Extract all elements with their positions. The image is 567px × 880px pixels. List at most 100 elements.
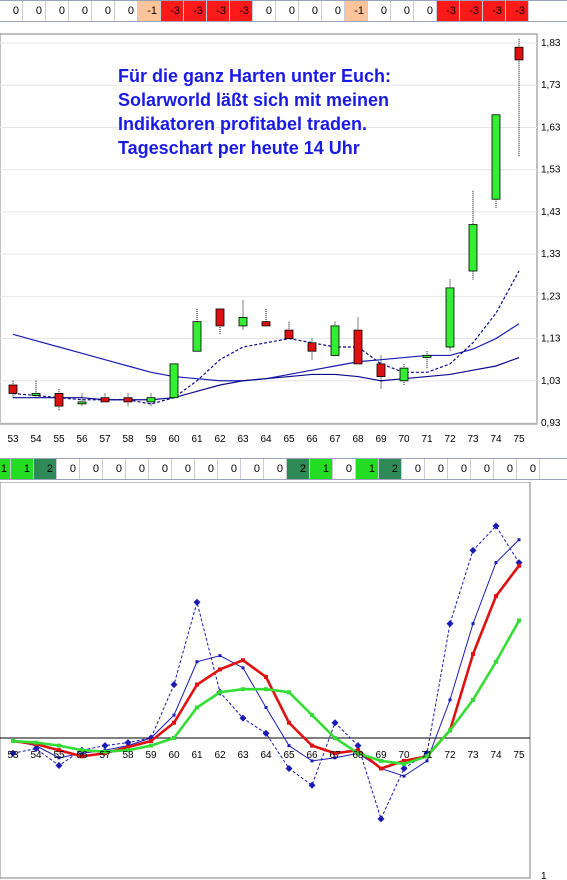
signal-cell: 0 <box>195 459 218 479</box>
data-point <box>239 714 247 722</box>
data-point <box>11 739 15 744</box>
chart-annotation: Für die ganz Harten unter Euch: Solarwor… <box>118 64 458 160</box>
data-point <box>469 546 477 554</box>
candle-body <box>422 355 432 358</box>
data-point <box>471 622 475 626</box>
candle-body <box>353 329 363 365</box>
x-tick-label: 62 <box>214 434 226 445</box>
data-point <box>287 720 291 725</box>
candle-body <box>192 321 202 352</box>
signal-cell: 0 <box>517 459 540 479</box>
candle-body <box>169 363 179 399</box>
data-point <box>241 666 245 670</box>
signal-cell: 2 <box>287 459 310 479</box>
candle-body <box>54 393 64 407</box>
data-point <box>425 754 429 759</box>
candle-body <box>284 329 294 339</box>
data-point <box>103 749 107 754</box>
x-tick-label: 55 <box>53 434 65 445</box>
x-tick-label: 54 <box>30 750 42 761</box>
signal-cell: 1 <box>0 459 11 479</box>
data-point <box>333 736 337 740</box>
data-point <box>494 561 498 565</box>
y-tick-label: 1,83 <box>541 38 561 49</box>
data-point <box>310 759 314 763</box>
data-point <box>126 745 130 750</box>
signal-cell: 0 <box>414 1 437 21</box>
x-tick-label: 62 <box>214 750 226 761</box>
data-point <box>101 742 109 750</box>
top-signal-strip: 0 0 0 0 0 0 -1 -3 -3 -3 -3 0 0 0 0 -1 0 0 0 -3 -3 -3 -3 <box>0 0 567 22</box>
gridlines <box>0 42 537 424</box>
data-point <box>264 706 268 709</box>
y-tick-label: 1,63 <box>541 122 561 133</box>
indicator-line <box>12 270 520 405</box>
data-point <box>55 761 63 769</box>
data-point <box>517 563 521 568</box>
data-point <box>379 758 383 763</box>
y-tick-labels: 0,93 1,03 1,13 1,23 1,33 1,43 1,53 1,63 1,73 1,83 <box>541 38 561 429</box>
signal-cell: 0 <box>402 459 425 479</box>
candle-body <box>77 401 87 405</box>
data-point <box>402 761 406 766</box>
candle-body <box>100 397 110 403</box>
indicator-series-line <box>11 618 521 766</box>
data-point <box>80 748 84 753</box>
candle-body <box>146 397 156 403</box>
data-point <box>57 756 61 760</box>
data-point <box>193 598 201 606</box>
data-point <box>9 749 17 757</box>
x-tick-label: 56 <box>76 750 88 761</box>
data-point <box>492 522 500 530</box>
data-point <box>402 774 406 778</box>
candle-body <box>330 325 340 356</box>
x-tick-label: 53 <box>7 750 19 761</box>
data-point <box>80 751 84 755</box>
signal-cell: 0 <box>126 459 149 479</box>
data-point <box>308 781 316 789</box>
data-point <box>80 754 84 759</box>
signal-cell: -3 <box>230 1 253 21</box>
x-tick-label: 75 <box>513 434 525 445</box>
candle-body <box>261 321 271 327</box>
data-point <box>400 765 408 772</box>
signal-cell: -3 <box>184 1 207 21</box>
signal-cell: 0 <box>333 459 356 479</box>
data-point <box>356 751 360 756</box>
x-tick-label: 59 <box>145 434 157 445</box>
x-tick-label: 61 <box>191 434 203 445</box>
signal-cell: 2 <box>379 459 402 479</box>
data-point <box>285 765 293 772</box>
annotation-line-4: Tageschart per heute 14 Uhr <box>118 138 360 158</box>
data-point <box>471 697 475 702</box>
data-point <box>218 667 222 672</box>
x-tick-label: 58 <box>122 434 134 445</box>
data-point <box>195 682 199 687</box>
annotation-line-3: Indikatoren profitabel traden. <box>118 114 368 134</box>
signal-cell: 0 <box>23 1 46 21</box>
x-tick-label: 55 <box>53 750 65 761</box>
data-point <box>195 705 199 710</box>
x-tick-label: 66 <box>306 750 318 761</box>
plot-area <box>0 33 538 425</box>
signal-cell: 1 <box>11 459 34 479</box>
signal-cell: 0 <box>391 1 414 21</box>
signal-cell: 2 <box>34 459 57 479</box>
signal-cell: 1 <box>356 459 379 479</box>
data-point <box>310 713 314 718</box>
data-point <box>264 687 268 692</box>
y-tick-label: 1,23 <box>541 291 561 302</box>
data-point <box>494 659 498 664</box>
signal-cell: 0 <box>0 1 23 21</box>
x-tick-labels: 53 54 55 56 57 58 59 60 61 62 63 64 65 66 67 68 69 70 71 72… <box>7 434 525 445</box>
y-tick-label: 1,13 <box>541 334 561 345</box>
x-tick-label: 69 <box>375 750 387 761</box>
x-tick-label: 60 <box>168 750 180 761</box>
candle-body <box>376 363 386 377</box>
candle-body <box>215 308 225 327</box>
candle-body <box>123 397 133 403</box>
data-point <box>195 660 199 664</box>
annotation-line-2: Solarworld läßt sich mit meinen <box>118 90 390 110</box>
x-tick-label: 56 <box>76 434 88 445</box>
data-point <box>172 713 176 717</box>
